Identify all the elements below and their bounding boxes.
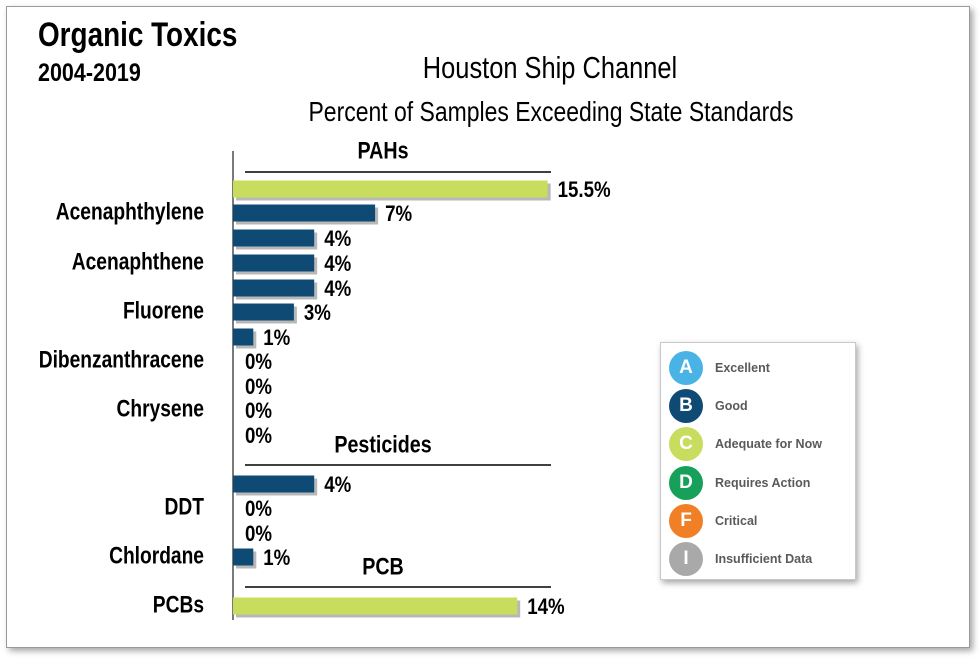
- legend-label: Critical: [715, 513, 758, 528]
- data-label: 4%: [324, 277, 351, 301]
- data-label: 0%: [245, 350, 272, 374]
- data-label: 0%: [245, 399, 272, 423]
- category-label: Chrysene: [117, 394, 204, 422]
- data-label: 1%: [263, 546, 290, 570]
- chart-subtitle: Percent of Samples Exceeding State Stand…: [308, 96, 794, 127]
- bar: [233, 279, 315, 297]
- category-label: Acenaphthene: [72, 247, 204, 275]
- data-label: 15.5%: [558, 178, 611, 202]
- bar: [233, 597, 518, 615]
- chart-title: Houston Ship Channel: [422, 50, 678, 85]
- legend-label: Adequate for Now: [715, 437, 822, 452]
- data-label: 4%: [324, 473, 351, 497]
- data-label: 3%: [304, 301, 331, 325]
- legend-label: Good: [715, 399, 748, 414]
- grade-badge-icon: D: [669, 465, 703, 500]
- data-label: 4%: [324, 227, 351, 251]
- bar: [233, 303, 294, 321]
- category-label: Chlordane: [109, 541, 204, 569]
- date-range: 2004-2019: [38, 59, 141, 87]
- bar: [233, 328, 254, 346]
- bar: [233, 180, 548, 198]
- legend-item: C Adequate for Now: [669, 426, 822, 462]
- category-label: DDT: [165, 492, 205, 520]
- page-title: Organic Toxics: [38, 16, 238, 54]
- bar: [233, 475, 315, 493]
- legend-label: Requires Action: [715, 475, 811, 490]
- category-label: Dibenzanthracene: [39, 345, 204, 373]
- legend-label: Insufficient Data: [715, 552, 813, 566]
- category-label: Acenaphthylene: [56, 197, 204, 225]
- data-label: 14%: [527, 595, 564, 619]
- data-label: 0%: [245, 375, 272, 399]
- group-header: PCB: [362, 552, 404, 579]
- grade-badge-icon: B: [669, 389, 703, 424]
- grade-badge-icon: I: [669, 542, 703, 576]
- grade-legend: A Excellent B Good C Adequate for Now D Require…: [660, 342, 856, 580]
- data-label: 7%: [385, 202, 412, 226]
- group-header: Pesticides: [334, 430, 431, 457]
- category-label: Fluorene: [123, 296, 204, 324]
- legend-item: F Critical: [669, 503, 757, 539]
- bar: [233, 548, 254, 566]
- grade-badge-icon: C: [669, 427, 703, 462]
- legend-item: B Good: [669, 388, 748, 424]
- data-label: 1%: [263, 326, 290, 350]
- legend-item: D Requires Action: [669, 465, 810, 501]
- legend-item: A Excellent: [669, 350, 770, 386]
- group-header: PAHs: [357, 136, 408, 163]
- legend-label: Excellent: [715, 361, 770, 375]
- data-label: 0%: [245, 522, 272, 546]
- legend-item: I Insufficient Data: [669, 541, 812, 577]
- data-label: 0%: [245, 424, 272, 448]
- category-label: PCBs: [153, 590, 204, 618]
- bar: [233, 254, 315, 272]
- grade-badge-icon: A: [669, 351, 703, 385]
- data-label: 0%: [245, 497, 272, 521]
- data-label: 4%: [324, 252, 351, 276]
- bar: [233, 229, 315, 247]
- grade-badge-icon: F: [669, 503, 703, 538]
- bar: [233, 204, 376, 222]
